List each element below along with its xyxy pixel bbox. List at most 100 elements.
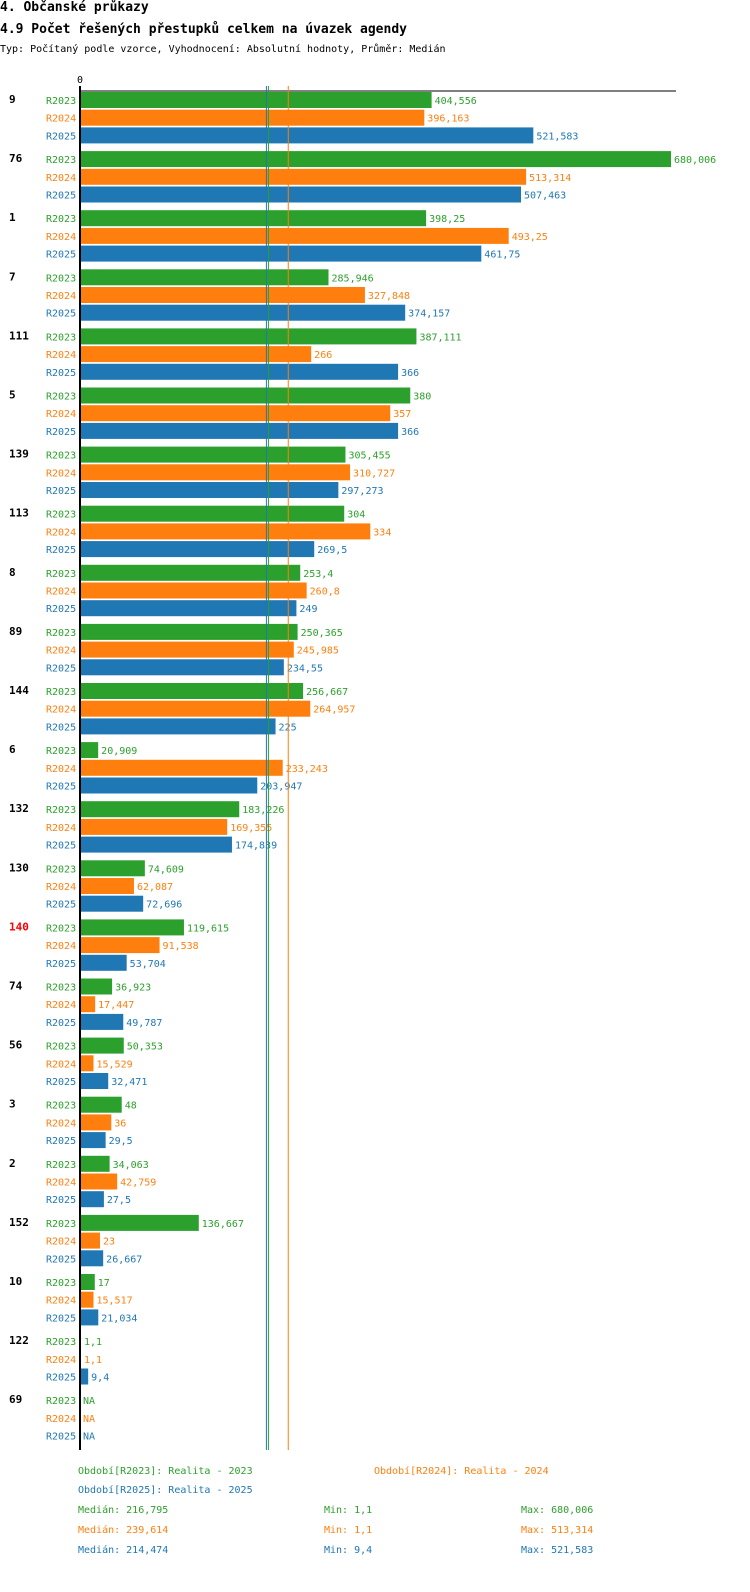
data-label: 48: [125, 1101, 137, 1112]
stat-max-r2024: Max: 513,314: [521, 1525, 594, 1536]
bar: [80, 109, 425, 126]
stat-median-r2024: Medián: 239,614: [78, 1525, 169, 1536]
series-label: R2024: [46, 1059, 76, 1070]
bar: [80, 777, 258, 794]
series-label: R2025: [46, 309, 76, 320]
bar: [80, 700, 311, 717]
series-label: R2024: [46, 1296, 76, 1307]
series-label: R2025: [46, 1313, 76, 1324]
data-label: 32,471: [111, 1077, 147, 1088]
category-label: 56: [9, 1039, 23, 1052]
bar: [80, 245, 482, 262]
bar: [80, 1291, 94, 1308]
bar: [80, 1214, 199, 1231]
data-label: 42,759: [120, 1178, 156, 1189]
bar: [80, 860, 145, 877]
series-label: R2024: [46, 468, 76, 479]
series-label: R2023: [46, 1278, 76, 1289]
bar: [80, 127, 534, 144]
series-label: R2024: [46, 823, 76, 834]
data-label: 366: [401, 427, 419, 438]
data-label: 15,517: [96, 1296, 132, 1307]
category-label: 122: [9, 1334, 29, 1347]
series-label: R2023: [46, 746, 76, 757]
stat-min-r2025: Min: 9,4: [324, 1545, 373, 1556]
series-label: R2024: [46, 1355, 76, 1366]
category-label: 5: [9, 389, 16, 402]
legend-period-r2024: Období[R2024]: Realita - 2024: [374, 1466, 549, 1477]
series-label: R2025: [46, 1254, 76, 1265]
bar: [80, 387, 411, 404]
data-label: 285,946: [332, 273, 374, 284]
series-label: R2023: [46, 569, 76, 580]
series-label: R2025: [46, 841, 76, 852]
data-label: 1,1: [84, 1337, 102, 1348]
legend-period-r2025: Období[R2025]: Realita - 2025: [78, 1485, 253, 1496]
bar: [80, 210, 427, 227]
data-label: 461,75: [484, 250, 520, 261]
data-label: 183,226: [242, 805, 284, 816]
data-label: 380: [413, 392, 431, 403]
bar: [80, 464, 351, 481]
data-label: 17: [98, 1278, 110, 1289]
bar: [80, 405, 391, 422]
category-label: 152: [9, 1216, 29, 1229]
category-label: 69: [9, 1393, 22, 1406]
category-label: 76: [9, 152, 23, 165]
bar: [80, 541, 315, 558]
bar: [80, 759, 283, 776]
bar: [80, 346, 312, 363]
data-label: NA: [83, 1414, 95, 1425]
data-label: 29,5: [109, 1136, 133, 1147]
category-label: 74: [9, 980, 23, 993]
bar: [80, 1114, 112, 1131]
bar: [80, 363, 399, 380]
series-label: R2025: [46, 1136, 76, 1147]
series-label: R2023: [46, 687, 76, 698]
series-label: R2025: [46, 486, 76, 497]
x-axis-zero-label: 0: [77, 75, 83, 86]
data-label: 1,1: [84, 1355, 102, 1366]
bar: [80, 919, 184, 936]
bar: [80, 1132, 106, 1149]
data-label: 50,353: [127, 1042, 163, 1053]
series-label: R2024: [46, 705, 76, 716]
data-label: 256,667: [306, 687, 348, 698]
data-label: 398,25: [429, 214, 465, 225]
stat-median-r2025: Medián: 214,474: [78, 1545, 169, 1556]
data-label: 310,727: [353, 468, 395, 479]
data-label: 74,609: [148, 864, 184, 875]
bar: [80, 1173, 118, 1190]
category-label: 132: [9, 802, 29, 815]
category-label: 89: [9, 625, 22, 638]
data-label: 136,667: [202, 1219, 244, 1230]
series-label: R2023: [46, 1396, 76, 1407]
data-label: 334: [373, 527, 391, 538]
data-label: 493,25: [512, 232, 548, 243]
bar: [80, 1368, 89, 1385]
category-label: 7: [9, 270, 16, 283]
bar: [80, 1096, 122, 1113]
series-label: R2025: [46, 191, 76, 202]
data-label: 680,006: [674, 155, 716, 166]
bar: [80, 92, 432, 108]
data-label: 23: [103, 1237, 115, 1248]
bar: [80, 659, 284, 676]
series-label: R2024: [46, 1237, 76, 1248]
data-label: 305,455: [348, 451, 390, 462]
series-label: R2025: [46, 545, 76, 556]
bar: [80, 718, 276, 735]
bar: [80, 168, 527, 185]
data-label: 9,4: [91, 1373, 109, 1384]
category-label: 9: [9, 93, 16, 106]
category-label: 10: [9, 1275, 22, 1288]
data-label: 250,365: [301, 628, 343, 639]
series-label: R2025: [46, 1432, 76, 1443]
series-label: R2023: [46, 923, 76, 934]
data-label: 374,157: [408, 309, 450, 320]
bar: [80, 801, 240, 818]
bar: [80, 600, 297, 617]
series-label: R2023: [46, 628, 76, 639]
data-label: 26,667: [106, 1254, 142, 1265]
data-label: 404,556: [435, 96, 477, 107]
